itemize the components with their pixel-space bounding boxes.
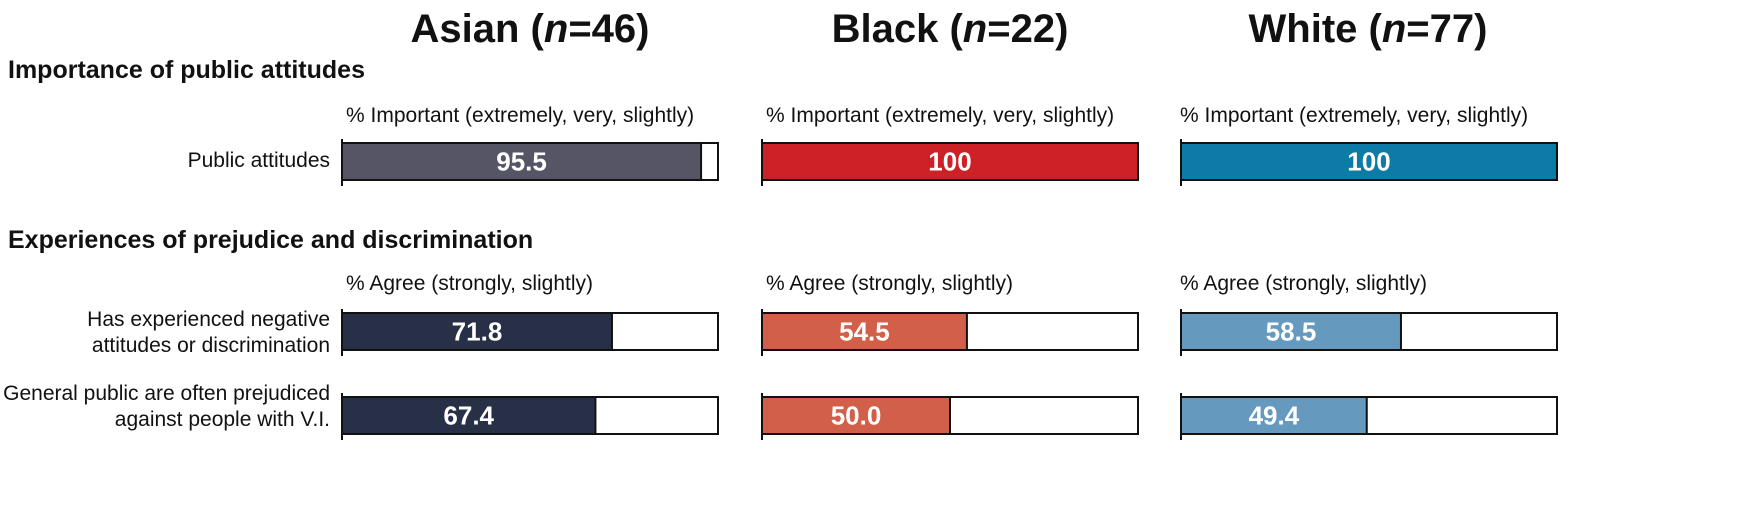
group-title-asian: Asian (n=46) bbox=[410, 7, 650, 51]
axis-label-white-important: % Important (extremely, very, slightly) bbox=[1180, 104, 1529, 127]
n-label: n bbox=[543, 7, 569, 51]
group-name: Asian bbox=[410, 7, 520, 51]
bar-white-general-public bbox=[1180, 396, 1368, 435]
bar-black-general-public bbox=[761, 396, 951, 435]
axis-label-black-important: % Important (extremely, very, slightly) bbox=[766, 104, 1115, 127]
axis-label-white-agree: % Agree (strongly, slightly) bbox=[1180, 272, 1428, 295]
row-label-public-attitudes: Public attitudes bbox=[187, 149, 330, 172]
row-label-negative-attitudes: Has experienced negative attitudes or di… bbox=[87, 308, 330, 357]
bar-asian-negative-attitudes bbox=[341, 312, 613, 351]
value-label-black-general-public: 50.0 bbox=[831, 401, 882, 431]
n-label: n bbox=[962, 7, 988, 51]
value-label-asian-public-attitudes: 95.5 bbox=[496, 147, 547, 177]
section-title-public-attitudes: Importance of public attitudes bbox=[8, 56, 365, 84]
bar-black-negative-attitudes bbox=[761, 312, 968, 351]
section-title-prejudice: Experiences of prejudice and discriminat… bbox=[8, 226, 534, 254]
n-value: =77 bbox=[1406, 7, 1475, 51]
value-label-white-general-public: 49.4 bbox=[1249, 401, 1300, 431]
row-label-general-public: General public are often prejudiced agai… bbox=[3, 382, 330, 431]
value-label-asian-general-public: 67.4 bbox=[443, 401, 494, 431]
group-title-black: Black (n=22) bbox=[831, 7, 1069, 51]
value-label-white-public-attitudes: 100 bbox=[1347, 147, 1390, 177]
value-label-black-negative-attitudes: 54.5 bbox=[839, 317, 890, 347]
axis-label-asian-agree: % Agree (strongly, slightly) bbox=[346, 272, 594, 295]
bar-black-public-attitudes bbox=[761, 142, 1139, 181]
axis-label-black-agree: % Agree (strongly, slightly) bbox=[766, 272, 1014, 295]
n-value: =22 bbox=[987, 7, 1056, 51]
n-label: n bbox=[1381, 7, 1407, 51]
group-name: Black bbox=[831, 7, 939, 51]
group-name: White bbox=[1248, 7, 1358, 51]
axis-label-asian-important: % Important (extremely, very, slightly) bbox=[346, 104, 695, 127]
value-label-black-public-attitudes: 100 bbox=[928, 147, 971, 177]
value-label-asian-negative-attitudes: 71.8 bbox=[452, 317, 503, 347]
bar-white-negative-attitudes bbox=[1180, 312, 1402, 351]
n-value: =46 bbox=[568, 7, 637, 51]
value-label-white-negative-attitudes: 58.5 bbox=[1266, 317, 1317, 347]
group-title-white: White (n=77) bbox=[1248, 7, 1488, 51]
